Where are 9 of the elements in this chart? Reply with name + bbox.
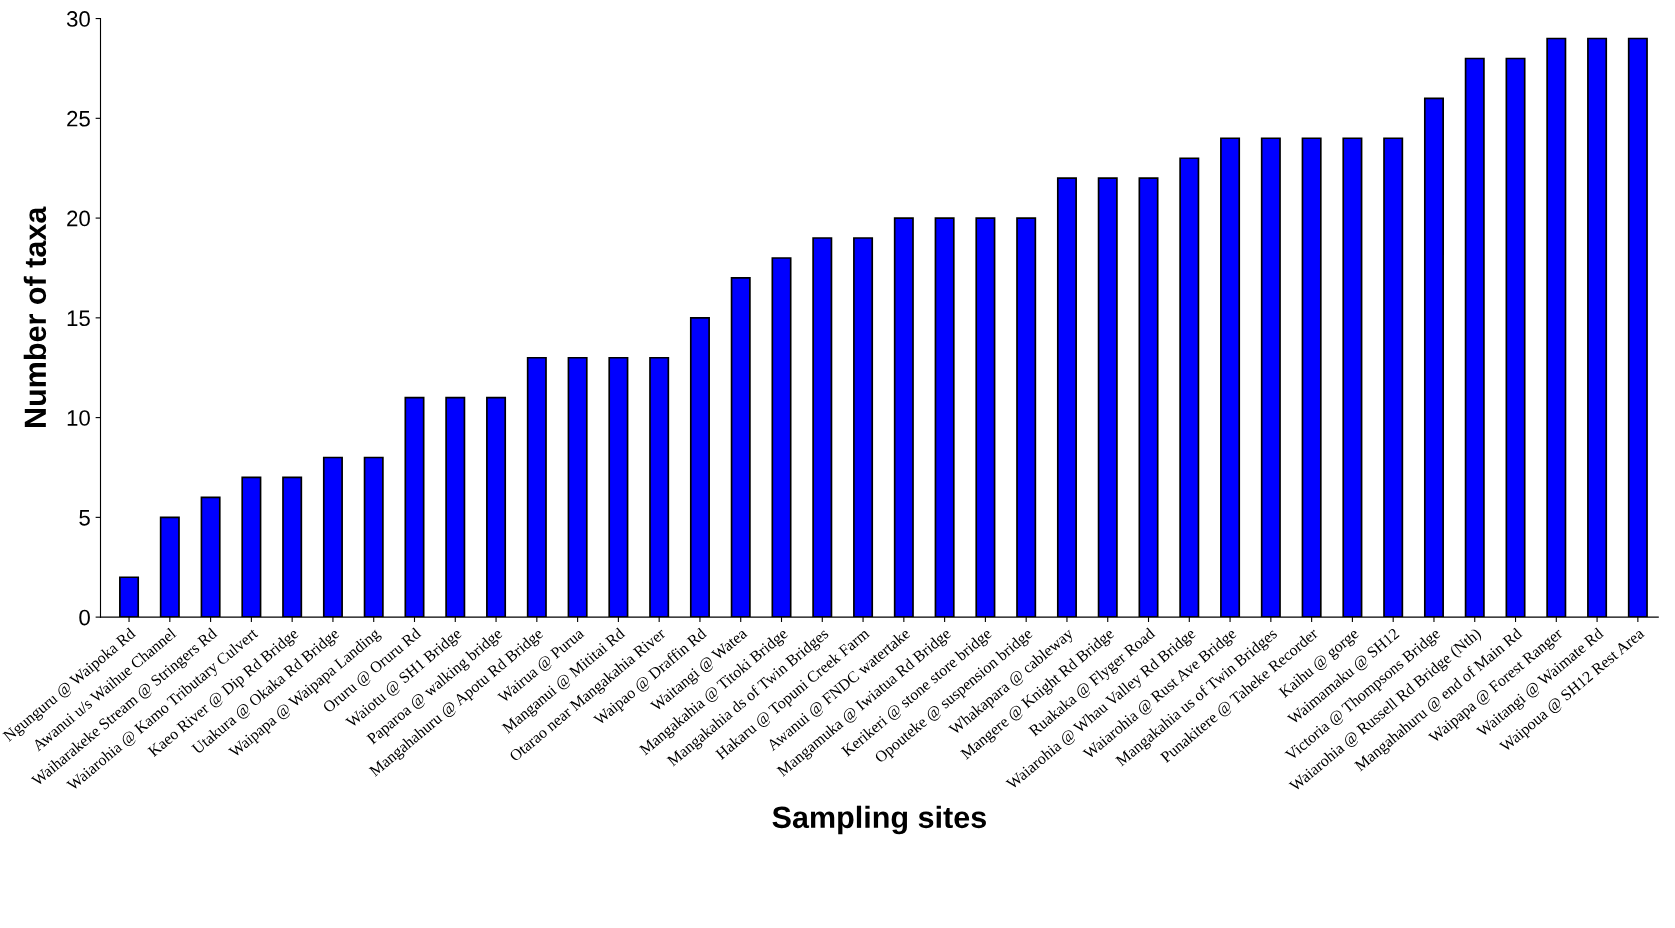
y-axis-title: Number of taxa [23, 206, 47, 427]
y-tick-label: 5 [79, 510, 90, 526]
y-tick-label: 15 [67, 310, 90, 327]
y-tick-label: 30 [66, 11, 90, 27]
y-tick-label: 20 [67, 210, 90, 227]
y-tick-label: 0 [79, 609, 90, 626]
y-tick-label: 10 [67, 410, 90, 426]
x-axis-title: Sampling sites [772, 805, 986, 835]
y-tick-label: 25 [67, 110, 90, 127]
